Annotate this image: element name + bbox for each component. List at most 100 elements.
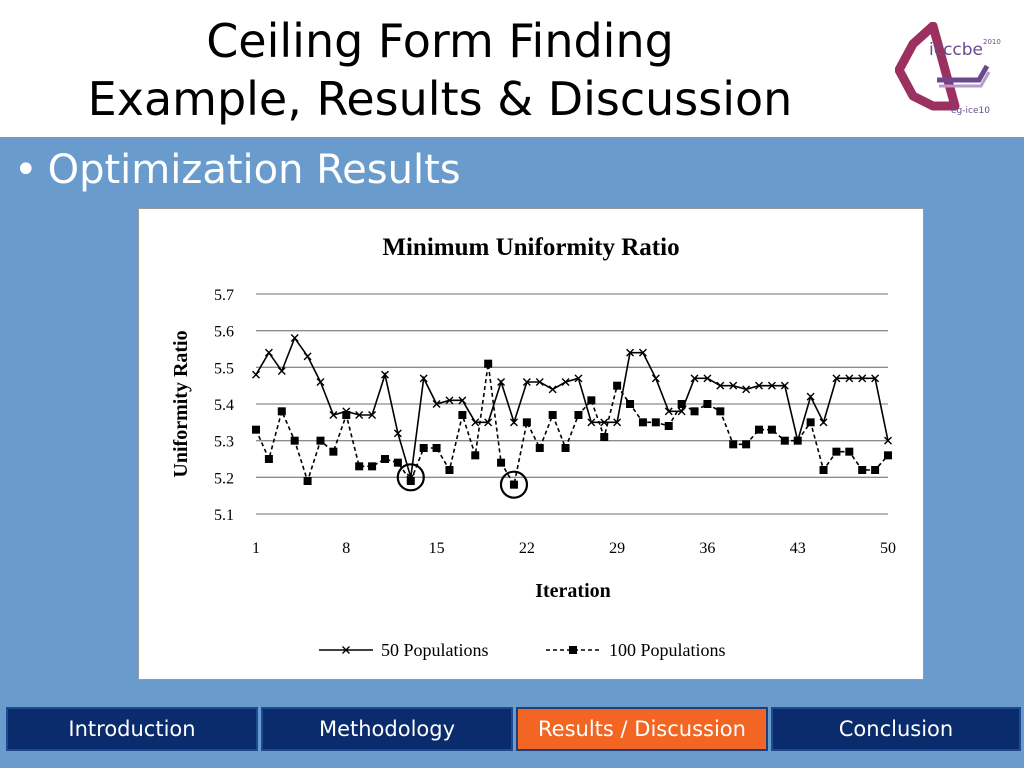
series-2-point — [600, 433, 609, 441]
series-1-point — [587, 418, 596, 427]
series-1-point — [664, 407, 673, 416]
series-2-point — [290, 436, 299, 445]
series-2-point — [664, 422, 673, 430]
y-tick-label: 5.5 — [214, 360, 234, 377]
nav-button-methodology[interactable]: Methodology — [261, 707, 513, 751]
chart-container: Minimum Uniformity Ratio 5.1 5.2 5.3 5.4 5.5 5… — [138, 208, 924, 680]
series-2-point — [303, 477, 312, 485]
nav-button-results-discussion[interactable]: Results / Discussion — [516, 707, 768, 751]
x-tick-label: 15 — [429, 540, 445, 557]
series-2-point — [651, 418, 660, 427]
series-1-point — [277, 367, 286, 375]
chart-title: Minimum Uniformity Ratio — [382, 234, 679, 261]
series-1-point — [445, 396, 454, 405]
series-1-point — [819, 418, 828, 427]
series-1-point — [484, 418, 493, 427]
annotation-circle — [396, 463, 425, 492]
slide-title: Ceiling Form Finding Example, Results & … — [20, 12, 860, 128]
logo-text: icccbe — [929, 40, 984, 60]
series-1-point — [252, 370, 260, 379]
series-2-point — [613, 381, 622, 390]
x-tick-label: 22 — [519, 540, 535, 557]
slide-title-line2: Example, Results & Discussion — [87, 72, 793, 126]
series-1-point — [626, 348, 635, 357]
series-2-point — [793, 436, 802, 445]
series-2-point — [806, 418, 815, 427]
series-1-point — [755, 381, 764, 390]
x-tick-label: 8 — [342, 540, 350, 557]
bullet-dot-icon: • — [14, 147, 38, 193]
series-1-point — [509, 418, 518, 427]
bullet-point: • Optimization Results — [14, 145, 461, 195]
series-1-point — [858, 374, 867, 383]
slide-navigation: Introduction Methodology Results / Discuss… — [0, 704, 1024, 768]
series-1-point — [574, 374, 583, 383]
series-1-point — [690, 374, 699, 383]
series-1-point — [432, 400, 441, 408]
series-1-point — [780, 381, 789, 390]
series-2-point — [316, 436, 325, 445]
series-2-point — [548, 411, 557, 419]
legend-label-1: 50 Populations — [381, 640, 489, 660]
series-2-point — [742, 440, 751, 449]
series-1-point — [871, 374, 880, 383]
series-2-point — [252, 425, 260, 434]
x-tick-label: 43 — [790, 540, 806, 557]
nav-button-conclusion[interactable]: Conclusion — [771, 707, 1021, 751]
series-1-point — [368, 411, 377, 419]
x-tick-label: 1 — [252, 540, 260, 557]
legend-marker-2 — [569, 646, 577, 654]
series-2-point — [587, 396, 596, 405]
series-1-point — [716, 381, 725, 390]
series-2-point — [703, 400, 712, 408]
x-tick-label: 29 — [609, 540, 625, 557]
y-axis-label: Uniformity Ratio — [170, 330, 192, 477]
annotation-circle — [499, 470, 529, 499]
series-2-point — [845, 447, 854, 456]
slide-title-line1: Ceiling Form Finding — [206, 14, 674, 68]
y-tick-label: 5.1 — [214, 507, 234, 524]
conference-logo: icccbe 2010 eg-ice10 — [895, 22, 1001, 116]
series-1-point — [355, 411, 364, 419]
series-2-point — [780, 436, 789, 445]
y-tick-label: 5.2 — [214, 470, 234, 487]
logo-subtext: eg-ice10 — [951, 106, 990, 116]
y-tick-label: 5.4 — [214, 397, 234, 414]
series-1-point — [471, 418, 480, 427]
series-2-point — [522, 418, 531, 427]
series-2-point — [355, 462, 364, 471]
series-2-point — [329, 447, 338, 456]
series-2-point — [858, 466, 867, 474]
series-1-point — [806, 392, 815, 401]
series-2-point — [471, 451, 480, 460]
series-2-point — [484, 359, 493, 368]
series-1-point — [884, 436, 892, 445]
series-2-point — [767, 425, 776, 434]
series-1-point — [767, 381, 776, 390]
series-2-point — [819, 466, 828, 474]
series-2-point — [535, 444, 544, 452]
series-1-point — [303, 352, 312, 361]
series-2-point — [716, 407, 725, 416]
series-2-point — [638, 418, 647, 427]
series-2-point — [445, 466, 454, 474]
slide-header: Ceiling Form Finding Example, Results & … — [0, 0, 1024, 137]
series-1-point — [535, 378, 544, 386]
series-2-point — [884, 451, 892, 460]
series-2-point — [277, 407, 286, 416]
series-1-point — [329, 411, 338, 419]
series-1-point — [613, 418, 622, 427]
series-1-point — [393, 429, 402, 438]
series-2-point — [380, 455, 389, 463]
nav-button-introduction[interactable]: Introduction — [6, 707, 258, 751]
series-1-point — [458, 396, 467, 405]
series-1-point — [497, 378, 506, 386]
series-2-point — [561, 444, 570, 452]
logo-hexagon-icon — [895, 22, 991, 111]
series-2-point — [729, 440, 738, 449]
series-2-point — [509, 480, 518, 489]
series-1-point — [832, 374, 841, 383]
series-2-point — [497, 458, 506, 467]
series-2-point — [690, 407, 699, 416]
series-1-point — [264, 348, 273, 357]
